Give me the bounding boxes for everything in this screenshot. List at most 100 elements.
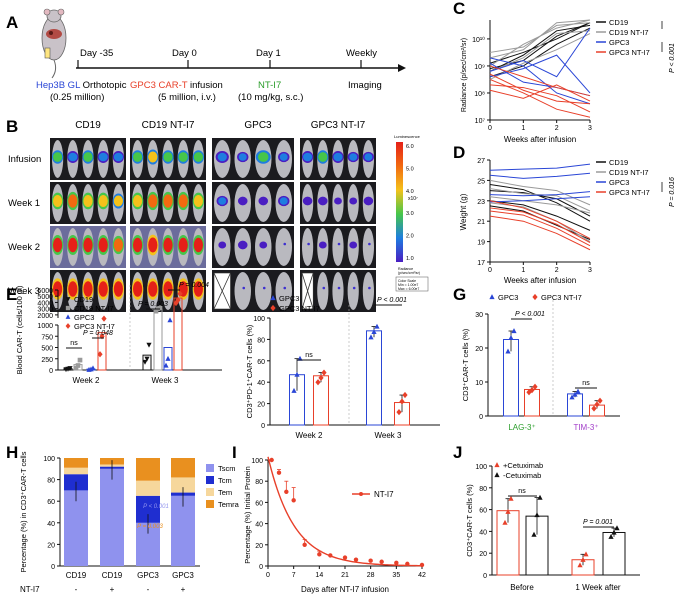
panel-i-pk-chart: 0 20 40 60 80 100 0 7 14 21 28 35 42 Percentage (%) I…	[243, 456, 426, 594]
panel-letter-c: C	[453, 0, 465, 18]
panelD-series-line-1	[489, 196, 591, 214]
panel-letter-d: D	[453, 143, 465, 162]
panel-j-cetuximab-chart: 0 20 40 60 80 100 CD3⁺CAR-T cells (%) Before 1 W…	[465, 461, 640, 592]
panelH-legend-label-0: Tscm	[218, 464, 236, 473]
panelE-bar-0-1	[142, 354, 152, 371]
panelC-series-line-1	[489, 22, 591, 53]
imaging-signal-inner	[68, 152, 78, 162]
timeline-day0: Day 0	[172, 48, 197, 59]
imaging-signal-inner	[258, 152, 269, 162]
panelF-annotation-1: P < 0.001	[377, 297, 407, 304]
panelJ-point	[502, 519, 508, 525]
panelD-series-line-2	[489, 191, 591, 197]
panelI-point	[379, 559, 384, 564]
imaging-signal-inner	[239, 197, 247, 205]
panelG-point	[529, 387, 535, 394]
panelI-point	[284, 489, 289, 494]
panelH-legend-swatch-3	[206, 500, 214, 508]
imaging-signal-inner	[350, 198, 356, 204]
panelH-segment-3-3	[171, 458, 195, 478]
panelJ-legend-marker-0	[494, 462, 500, 468]
panelD-series-line-3	[489, 215, 591, 251]
scale-max: Max = 6.00e7	[398, 287, 419, 291]
imaging-signal-inner	[193, 194, 203, 208]
panelG-point	[511, 328, 517, 334]
panelD-y-tick-label: 23	[477, 199, 485, 206]
panelE-y-tick-label: 4000	[37, 300, 53, 307]
panelG-y-label: CD3⁺CAR-T cells (%)	[461, 328, 470, 401]
panelD-y-tick-label: 27	[477, 158, 485, 165]
panelH-category-1: CD19	[102, 571, 123, 580]
panel-letter-b: B	[6, 117, 18, 136]
panelG-y-tick-label: 30	[475, 312, 483, 319]
panelH-nt-sign-0: -	[75, 585, 78, 594]
timeline-car-t-dose: (5 million, i.v.)	[158, 92, 216, 103]
panelJ-point	[614, 525, 620, 531]
imaging-mouse	[255, 272, 272, 310]
panelD-x-label: Weeks after infusion	[504, 276, 576, 285]
imaging-row-2: Week 2	[8, 242, 40, 253]
panelI-x-tick-label: 14	[315, 572, 323, 579]
imaging-signal-inner	[260, 242, 266, 248]
panelH-y-tick-label: 20	[47, 542, 55, 549]
imaging-signal-inner	[304, 197, 311, 205]
panelI-y-tick-label: 60	[255, 500, 263, 507]
imaging-group-1: CD19 NT-I7	[142, 120, 195, 131]
panelG-point	[572, 391, 578, 397]
imaging-signal-inner	[259, 197, 267, 205]
panelG-category-1: TIM-3⁺	[573, 423, 598, 432]
panelH-legend-swatch-0	[206, 464, 214, 472]
panel-letter-g: G	[453, 285, 466, 304]
panelD-x-tick-label: 3	[588, 267, 592, 274]
imaging-group-3: GPC3 NT-I7	[311, 120, 366, 131]
panelI-point	[419, 562, 425, 568]
imaging-mouse	[347, 272, 359, 310]
scale-tick: 1.0	[406, 256, 414, 262]
mouse-illustration	[41, 8, 67, 79]
panelE-point	[144, 356, 150, 362]
imaging-signal-inner	[349, 153, 358, 161]
panelC-series-line-2	[489, 57, 591, 105]
panelJ-bar-1-1	[602, 531, 626, 576]
scale-unit: x10⁷	[408, 196, 418, 202]
panelE-point	[177, 290, 183, 297]
panelC-series-line-2	[489, 54, 591, 94]
panelF-legend-label-0: GPC3	[279, 294, 299, 303]
panelC-series-line-3	[489, 65, 591, 97]
imaging-mouse	[234, 272, 251, 310]
scale-tick: 6.0	[406, 144, 414, 150]
imaging-signal-inner	[333, 152, 343, 162]
panelI-x-tick-label: 28	[367, 572, 375, 579]
panelH-segment-2-0	[64, 467, 88, 475]
imaging-signal-inner	[178, 194, 188, 208]
panelF-bar-1-0	[313, 375, 329, 426]
imaging-signal-inner	[178, 237, 188, 253]
panelI-point	[353, 557, 359, 562]
panelC-legend-label-3: GPC3 NT-I7	[609, 48, 650, 57]
panelF-point	[321, 369, 327, 376]
panelG-point	[508, 334, 514, 340]
imaging-signal-inner	[163, 194, 173, 208]
panelJ-point	[611, 529, 617, 535]
panelJ-point	[531, 531, 537, 537]
panelG-point	[526, 389, 532, 396]
imaging-signal-inner	[365, 197, 372, 205]
imaging-mouse	[332, 228, 344, 266]
scale-color: Color Scale	[398, 279, 416, 283]
scale-note: (p/sec/cm²/sr)	[398, 271, 420, 275]
panelH-annotation-1: P = 0.003	[137, 524, 163, 530]
panelD-legend-label-0: CD19	[609, 158, 628, 167]
panelC-x-tick-label: 2	[555, 125, 559, 132]
imaging-signal-dot	[368, 242, 371, 246]
panelE-point	[67, 366, 73, 372]
panelH-legend-swatch-2	[206, 488, 214, 496]
panelE-legend-label-2: GPC3	[74, 313, 94, 322]
panelE-legend-marker-2	[65, 314, 71, 319]
panelG-category-0: LAG-3⁺	[508, 423, 535, 432]
panelH-category-3: GPC3	[172, 571, 194, 580]
panelG-point	[505, 348, 511, 354]
panelE-y-tick-label: 0	[49, 368, 53, 375]
imaging-signal-inner	[238, 153, 247, 161]
panelH-segment-0-0	[64, 490, 88, 566]
